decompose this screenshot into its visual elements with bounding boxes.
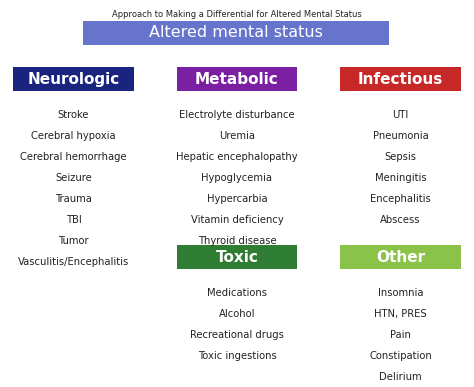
Text: Alcohol: Alcohol <box>219 309 255 319</box>
Text: Insomnia: Insomnia <box>378 288 423 298</box>
Text: Medications: Medications <box>207 288 267 298</box>
Text: Infectious: Infectious <box>358 72 443 87</box>
Text: Toxic: Toxic <box>216 250 258 265</box>
FancyBboxPatch shape <box>340 67 461 91</box>
FancyBboxPatch shape <box>340 245 461 269</box>
Text: Tumor: Tumor <box>58 236 89 246</box>
FancyBboxPatch shape <box>176 245 298 269</box>
Text: Toxic ingestions: Toxic ingestions <box>198 351 276 361</box>
Text: Meningitis: Meningitis <box>375 173 426 183</box>
Text: Encephalitis: Encephalitis <box>370 194 431 204</box>
Text: Trauma: Trauma <box>55 194 92 204</box>
FancyBboxPatch shape <box>83 21 389 45</box>
Text: Neurologic: Neurologic <box>27 72 119 87</box>
Text: Altered mental status: Altered mental status <box>149 25 323 40</box>
Text: Hepatic encephalopathy: Hepatic encephalopathy <box>176 152 298 162</box>
Text: Vasculitis/Encephalitis: Vasculitis/Encephalitis <box>18 257 129 267</box>
Text: Thyroid disease: Thyroid disease <box>198 236 276 246</box>
Text: Pneumonia: Pneumonia <box>373 131 428 141</box>
FancyBboxPatch shape <box>176 67 298 91</box>
Text: UTI: UTI <box>392 110 409 120</box>
Text: HTN, PRES: HTN, PRES <box>374 309 427 319</box>
Text: Cerebral hemorrhage: Cerebral hemorrhage <box>20 152 127 162</box>
Text: Vitamin deficiency: Vitamin deficiency <box>191 215 283 225</box>
Text: Approach to Making a Differential for Altered Mental Status: Approach to Making a Differential for Al… <box>112 10 362 19</box>
Text: TBI: TBI <box>65 215 82 225</box>
Text: Seizure: Seizure <box>55 173 92 183</box>
Text: Constipation: Constipation <box>369 351 432 361</box>
Text: Other: Other <box>376 250 425 265</box>
Text: Metabolic: Metabolic <box>195 72 279 87</box>
Text: Recreational drugs: Recreational drugs <box>190 330 284 340</box>
Text: Sepsis: Sepsis <box>384 152 417 162</box>
Text: Cerebral hypoxia: Cerebral hypoxia <box>31 131 116 141</box>
Text: Delirium: Delirium <box>379 372 422 382</box>
Text: Stroke: Stroke <box>58 110 89 120</box>
Text: Uremia: Uremia <box>219 131 255 141</box>
Text: Abscess: Abscess <box>380 215 421 225</box>
Text: Hypoglycemia: Hypoglycemia <box>201 173 273 183</box>
Text: Electrolyte disturbance: Electrolyte disturbance <box>179 110 295 120</box>
Text: Hypercarbia: Hypercarbia <box>207 194 267 204</box>
FancyBboxPatch shape <box>13 67 134 91</box>
Text: Pain: Pain <box>390 330 411 340</box>
